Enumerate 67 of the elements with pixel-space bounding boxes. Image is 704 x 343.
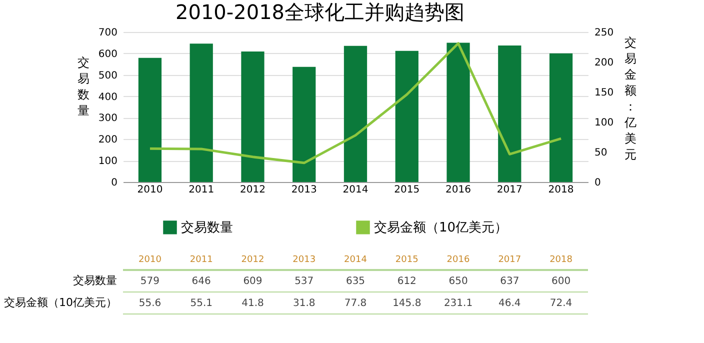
x-tick-label: 2018: [548, 184, 574, 196]
category-label: 2018: [550, 255, 572, 265]
data-label: 72.4: [550, 298, 572, 309]
category-label: 2017: [498, 255, 522, 265]
category-label: 2013: [292, 255, 316, 265]
y-tick-label: 300: [98, 113, 118, 124]
data-label: 646: [192, 276, 211, 287]
data-label: 145.8: [392, 298, 422, 309]
data-label: 55.6: [138, 298, 162, 309]
data-label: 537: [294, 276, 314, 287]
y-tick-label: 700: [98, 28, 118, 38]
x-tick-label: 2012: [240, 184, 266, 196]
data-label: 46.4: [498, 298, 521, 309]
y-axis-title: 交易数量: [78, 56, 90, 118]
data-label: 609: [243, 276, 262, 287]
data-label: 55.1: [190, 298, 212, 309]
bar: [138, 58, 162, 182]
y-tick-label: 0: [111, 178, 118, 188]
chart-title: 2010-2018全球化工并购趋势图: [175, 0, 465, 24]
category-label: 2010: [138, 255, 162, 265]
category-label: 2015: [395, 255, 418, 265]
y-tick-label: 400: [98, 92, 118, 103]
data-label: 637: [500, 276, 520, 287]
x-tick-label: 2017: [496, 184, 522, 196]
y2-axis-title: 交易金额：亿美元: [624, 36, 636, 162]
x-tick-label: 2010: [137, 184, 163, 196]
data-label: 41.8: [242, 298, 264, 309]
text: 交易数量: [73, 274, 117, 287]
y2-tick-label: 0: [594, 178, 601, 188]
data-label: 231.1: [444, 298, 473, 309]
bar: [549, 53, 573, 182]
data-label: 77.8: [344, 298, 367, 309]
y-tick-label: 200: [98, 134, 118, 146]
bar: [498, 46, 522, 182]
data-label: 635: [346, 276, 366, 287]
category-label: 2016: [446, 255, 470, 265]
text: 交易金额（10亿美元）: [4, 296, 117, 309]
y-tick-label: 600: [98, 48, 118, 60]
y2-tick-label: 100: [594, 118, 614, 128]
y2-tick-label: 50: [594, 148, 608, 158]
data-label: 600: [551, 276, 571, 287]
x-tick-label: 2011: [188, 184, 214, 196]
legend-label: 交易金额（10亿美元）: [374, 219, 508, 236]
y2-tick-label: 250: [594, 28, 614, 38]
bar: [190, 44, 213, 182]
y-tick-label: 100: [98, 156, 118, 168]
y2-tick-label: 200: [594, 58, 614, 68]
x-tick-label: 2013: [291, 184, 317, 196]
category-label: 2012: [241, 255, 264, 265]
data-label: 579: [140, 276, 160, 287]
y2-tick-label: 150: [594, 88, 614, 98]
bar: [446, 42, 470, 182]
bar: [395, 50, 418, 182]
data-label: 650: [448, 276, 468, 287]
x-tick-label: 2015: [394, 184, 420, 196]
data-label: 31.8: [292, 298, 316, 309]
x-tick-label: 2014: [342, 184, 368, 196]
data-label: 612: [397, 276, 416, 287]
bar: [292, 66, 316, 182]
x-tick-label: 2016: [446, 184, 471, 196]
category-label: 2011: [190, 255, 213, 265]
bar: [344, 46, 368, 182]
y-tick-label: 500: [98, 70, 118, 82]
category-label: 2014: [344, 255, 367, 265]
bar: [241, 52, 264, 182]
legend-label: 交易数量: [181, 219, 233, 236]
line-series: [148, 42, 562, 164]
